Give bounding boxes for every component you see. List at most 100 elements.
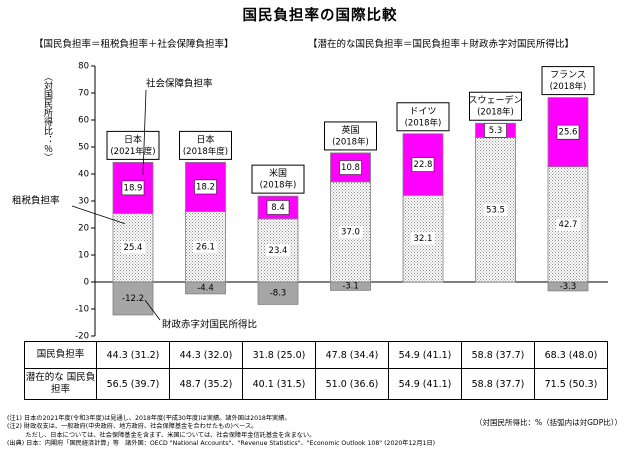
y-tick-label: 40 xyxy=(78,170,89,180)
category-year: (2018年) xyxy=(332,136,369,147)
data-label-tax: 26.1 xyxy=(196,242,215,252)
category-box xyxy=(106,130,160,160)
label-bg xyxy=(121,241,145,254)
annotation-line xyxy=(142,89,147,176)
y-tick-label: 20 xyxy=(78,224,89,234)
data-label-tax: 32.1 xyxy=(414,234,433,244)
annotation-line xyxy=(144,299,161,321)
label-bg xyxy=(338,226,363,239)
table-cell: 56.5 (39.7) xyxy=(96,368,170,400)
burden-table: 国民負担率 44.3 (31.2) 44.3 (32.0) 31.8 (25.0… xyxy=(24,341,608,400)
annotation-tax: 租税負担率 xyxy=(12,195,60,207)
data-label-tax: 37.0 xyxy=(341,228,360,238)
category-year: (2018年) xyxy=(477,107,514,118)
y-tick-label: 80 xyxy=(78,62,89,72)
bar-deficit xyxy=(547,281,589,292)
table-cell: 58.8 (37.7) xyxy=(461,341,535,369)
data-label-social: 5.3 xyxy=(489,126,503,136)
data-label-deficit: -12.2 xyxy=(122,294,144,304)
data-label-deficit: -8.3 xyxy=(270,289,287,299)
subtitle-left: 【国民負担率＝租税負担率＋社会保障負担率】 xyxy=(34,39,234,50)
data-label-deficit: -3.1 xyxy=(342,282,359,292)
page-title: 国民負担率の国際比較 xyxy=(242,8,398,24)
footnotes: (注1) 日本の2021年度(令和3年度)は見通し、2018年度(平成30年度)… xyxy=(7,415,435,449)
data-label-social: 10.8 xyxy=(341,163,360,173)
burden-chart: -20 -10 0 10 20 30 40 50 60 70 80 （対国民所得比：％） 25.4 18… xyxy=(12,62,608,342)
category-name: ドイツ xyxy=(409,107,436,117)
data-label-social: 22.8 xyxy=(414,160,433,170)
annotation-deficit: 財政赤字対国民所得比 xyxy=(162,319,257,331)
label-bg xyxy=(483,203,508,216)
label-bg xyxy=(266,200,290,215)
bar-deficit xyxy=(257,281,299,305)
bar-deficit xyxy=(112,281,154,316)
label-bg xyxy=(484,123,507,138)
data-label-deficit: -4.4 xyxy=(197,283,214,293)
label-bg xyxy=(556,124,580,140)
label-bg xyxy=(411,232,435,245)
data-label-tax: 42.7 xyxy=(559,220,578,230)
y-tick-label: 10 xyxy=(78,251,89,261)
unit-note: （対国民所得比：%（括弧内は対GDP比）） xyxy=(475,418,622,427)
category-year: (2018年) xyxy=(405,117,442,128)
table-cell: 40.1 (31.5) xyxy=(242,368,316,400)
data-label-tax: 23.4 xyxy=(269,246,288,256)
y-tick-label: -10 xyxy=(75,305,89,315)
bar-social xyxy=(185,161,226,212)
label-bg xyxy=(556,218,580,231)
table-cell: 47.8 (34.4) xyxy=(315,341,389,369)
category-name: 日本 xyxy=(196,133,214,145)
table-cell: 51.0 (36.6) xyxy=(315,368,389,400)
label-bg xyxy=(339,160,362,175)
footnote: ただし、日本については、社会保障基金を含まず、米国については、社会保障年金信託基… xyxy=(7,431,316,439)
row-header: 国民負担率 xyxy=(24,341,97,369)
subtitle-right: 【潜在的な国民負担率＝国民負担率＋財政赤字対国民所得比】 xyxy=(308,39,575,50)
bar-deficit xyxy=(330,281,371,291)
label-bg xyxy=(266,244,290,257)
data-label-tax: 25.4 xyxy=(124,243,143,253)
table-cell: 68.3 (48.0) xyxy=(534,341,608,369)
category-name: 米国 xyxy=(269,167,287,179)
category-year: (2018年) xyxy=(550,81,587,92)
category-year: (2018年) xyxy=(260,180,297,191)
label-bg xyxy=(194,179,217,195)
data-label-social: 8.4 xyxy=(271,203,285,213)
category-year: (2018年度) xyxy=(183,146,228,157)
category-box xyxy=(469,91,522,121)
y-tick-label: 60 xyxy=(78,116,89,126)
footnote: (出典) 日本：内閣府「国民経済計算」等 諸外国：OECD "National … xyxy=(7,440,436,448)
annotation-line xyxy=(71,205,126,225)
table-cell: 71.5 (50.3) xyxy=(534,368,608,400)
category-name: スウェーデン xyxy=(468,94,522,106)
data-label-deficit: -3.3 xyxy=(560,282,577,292)
category-box xyxy=(541,66,595,96)
row-header: 潜在的な 国民負担率 xyxy=(24,368,97,400)
category-name: フランス xyxy=(550,70,586,81)
category-box xyxy=(179,130,232,160)
table-cell: 44.3 (31.2) xyxy=(96,341,170,369)
table-row: 潜在的な 国民負担率 56.5 (39.7) 48.7 (35.2) 40.1 … xyxy=(24,368,608,400)
y-tick-label: 70 xyxy=(78,89,89,99)
table-cell: 54.9 (41.1) xyxy=(388,341,462,369)
table-cell: 54.9 (41.1) xyxy=(388,368,462,400)
footnote: (注1) 日本の2021年度(令和3年度)は見通し、2018年度(平成30年度)… xyxy=(7,415,291,422)
bar-deficit xyxy=(185,281,226,295)
label-bg xyxy=(411,157,435,172)
category-box xyxy=(396,102,450,132)
data-label-social: 18.2 xyxy=(196,182,215,192)
label-bg xyxy=(193,240,218,253)
table-cell: 44.3 (32.0) xyxy=(169,341,243,369)
y-tick-label: 50 xyxy=(78,143,89,153)
data-label-social: 18.9 xyxy=(124,183,143,193)
table-row: 国民負担率 44.3 (31.2) 44.3 (32.0) 31.8 (25.0… xyxy=(24,341,608,369)
category-name: 日本 xyxy=(124,133,142,145)
y-tick-label: -20 xyxy=(75,332,89,342)
category-box xyxy=(324,121,377,151)
table-cell: 31.8 (25.0) xyxy=(242,341,316,369)
data-label-social: 25.6 xyxy=(559,128,578,138)
table-cell: 58.8 (37.7) xyxy=(461,368,535,400)
table-cell: 48.7 (35.2) xyxy=(169,368,243,400)
category-box xyxy=(251,164,305,194)
annotation-social: 社会保障負担率 xyxy=(146,78,213,90)
data-label-tax: 53.5 xyxy=(486,205,505,215)
